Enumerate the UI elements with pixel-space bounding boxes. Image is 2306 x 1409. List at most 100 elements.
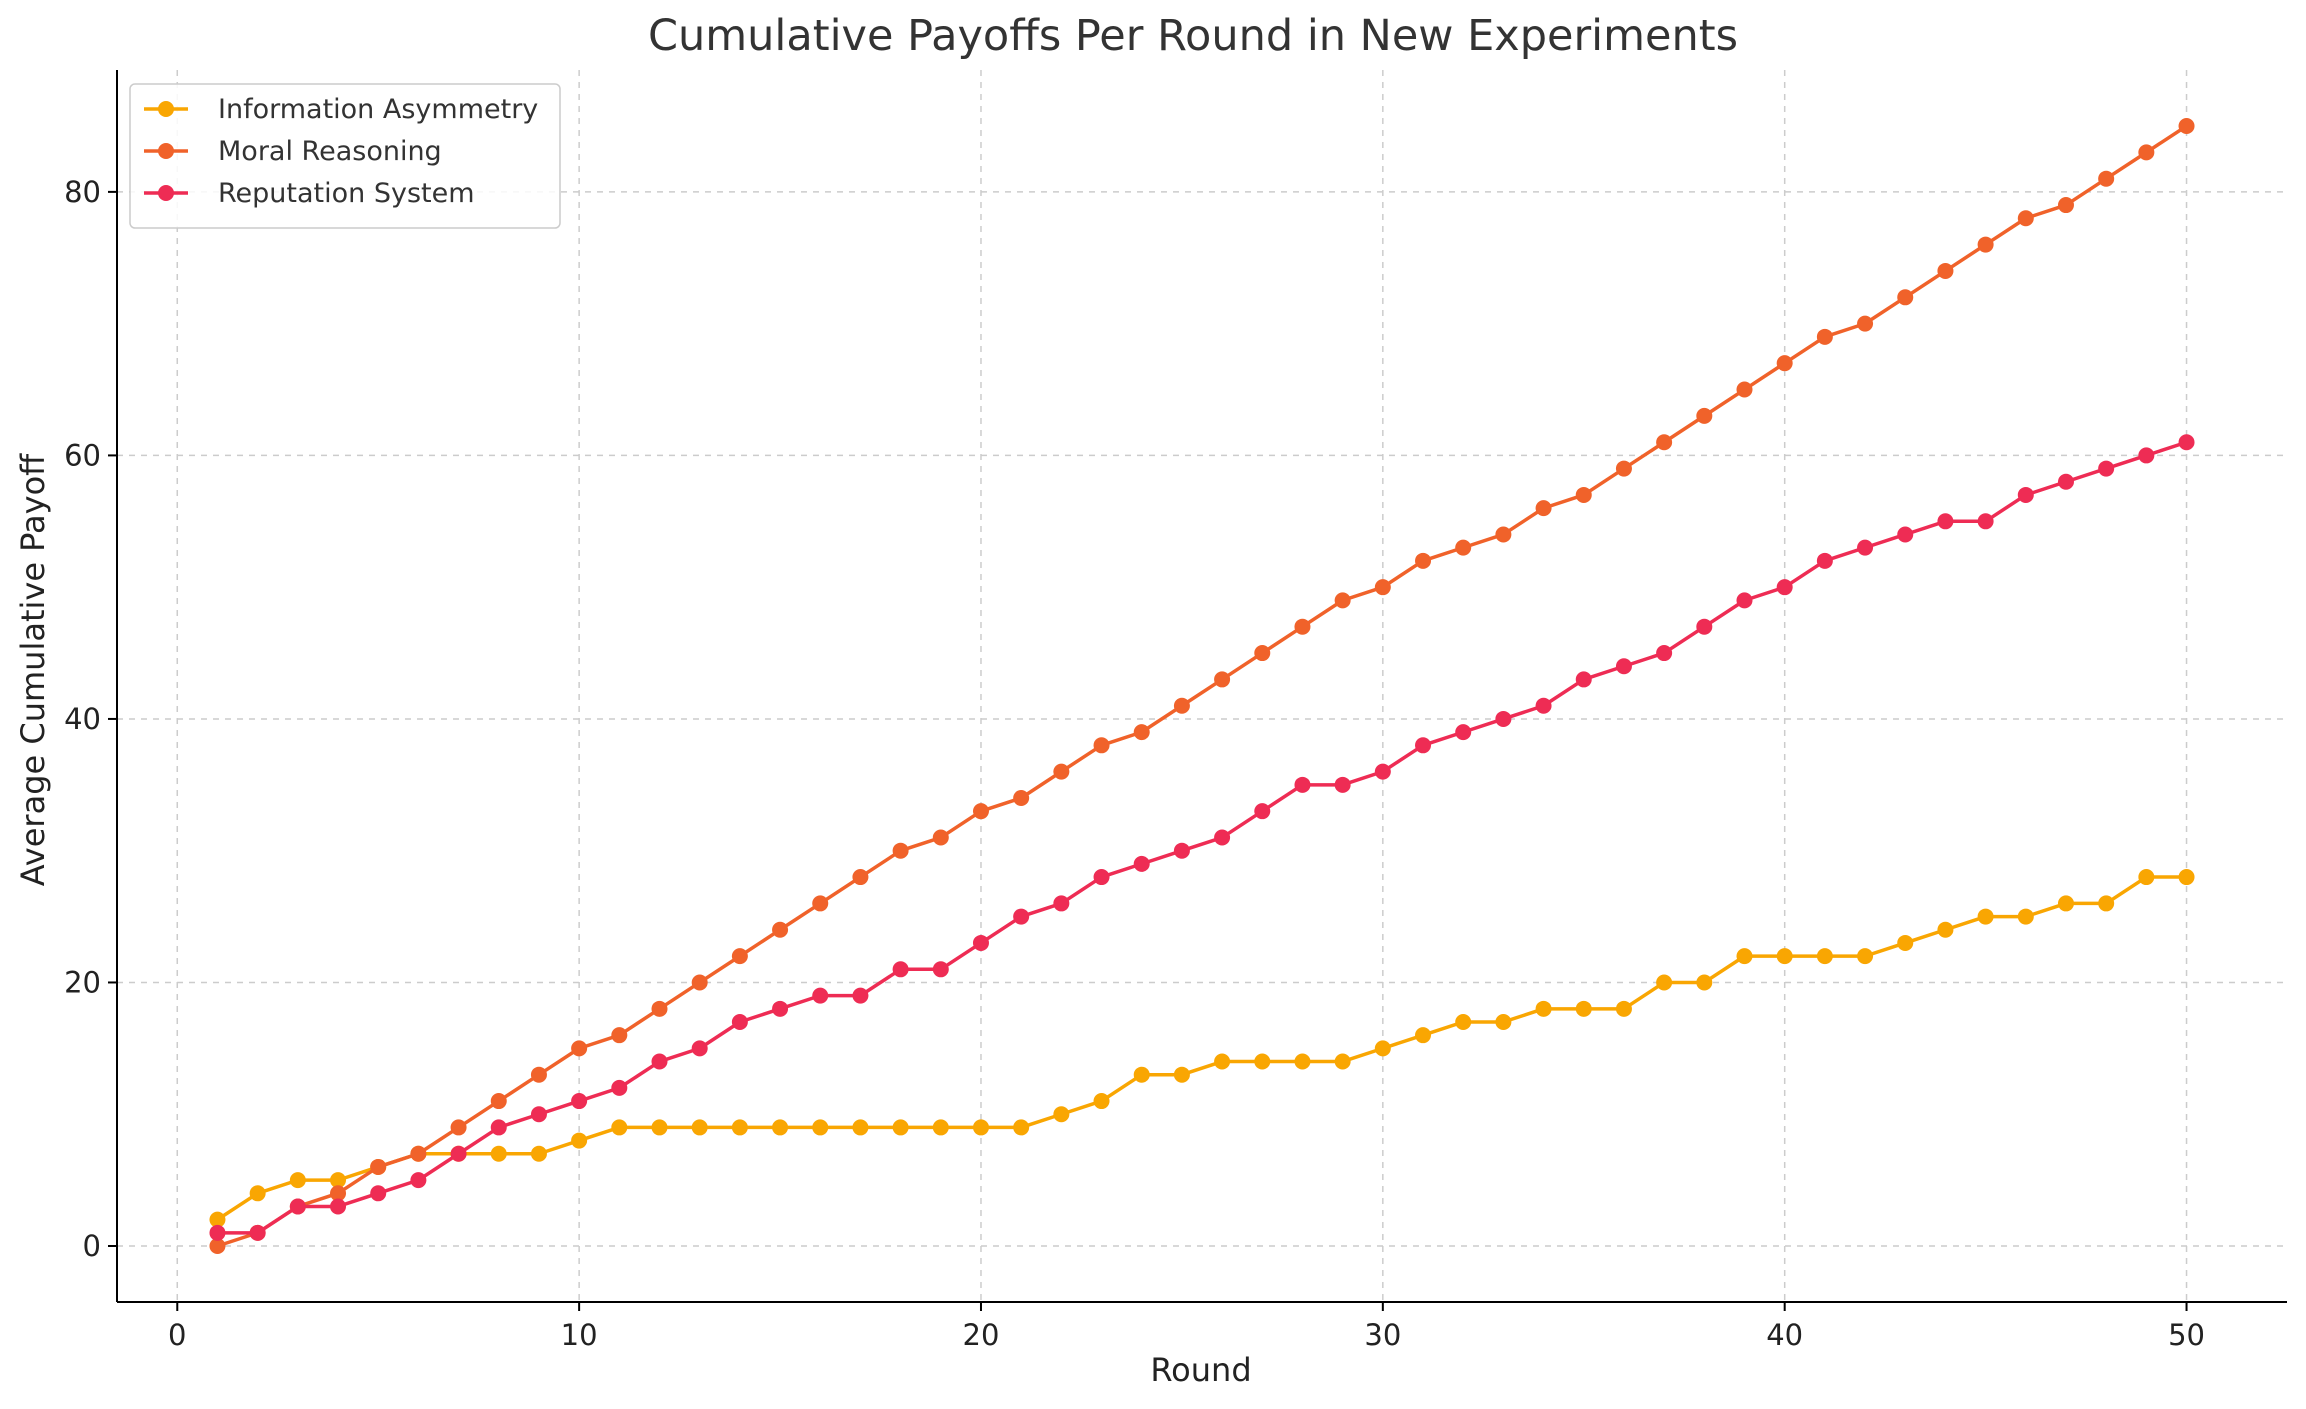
data-point: [932, 1119, 949, 1136]
x-tick-label: 0: [168, 1318, 186, 1352]
data-point: [1455, 724, 1472, 741]
data-point: [1816, 552, 1833, 569]
data-point: [1776, 355, 1793, 372]
data-point: [772, 921, 789, 938]
data-point: [731, 1014, 748, 1030]
data-point: [1415, 552, 1432, 569]
data-point: [1334, 592, 1351, 609]
data-point: [1937, 262, 1954, 279]
data-point: [1294, 618, 1311, 635]
axes-spines: [116, 70, 2287, 1303]
data-point: [2178, 434, 2195, 451]
data-point: [1736, 381, 1753, 398]
data-point: [1857, 948, 1874, 965]
data-point: [1173, 842, 1190, 859]
data-point: [2098, 170, 2115, 187]
data-point: [1013, 790, 1030, 806]
data-point: [410, 1145, 427, 1162]
data-point: [1254, 1053, 1271, 1070]
data-point: [1214, 829, 1231, 846]
data-point: [1897, 526, 1914, 543]
data-point: [2017, 908, 2034, 925]
data-point: [1776, 948, 1793, 965]
data-point: [1294, 776, 1311, 793]
data-point: [651, 1053, 668, 1070]
data-point: [691, 974, 708, 991]
legend-marker: [158, 101, 174, 117]
data-point: [892, 842, 909, 859]
data-point: [2138, 447, 2155, 464]
data-point: [1294, 1053, 1311, 1070]
data-series: [209, 118, 2195, 1254]
data-point: [611, 1027, 628, 1044]
data-point: [812, 1119, 829, 1136]
data-point: [1133, 1066, 1150, 1083]
data-point: [731, 1119, 748, 1136]
legend-marker: [158, 185, 174, 201]
legend-label: Information Asymmetry: [218, 94, 538, 125]
data-point: [1093, 869, 1110, 886]
data-point: [530, 1106, 547, 1123]
data-point: [1656, 645, 1673, 662]
x-tick-label: 40: [1766, 1318, 1803, 1352]
series-group: [209, 869, 2195, 1228]
data-point: [370, 1185, 387, 1202]
data-point: [370, 1158, 387, 1175]
data-point: [571, 1040, 588, 1057]
data-point: [490, 1119, 507, 1136]
data-point: [330, 1172, 347, 1189]
data-point: [1897, 934, 1914, 951]
data-point: [892, 961, 909, 978]
data-point: [611, 1079, 628, 1096]
data-point: [972, 1119, 989, 1136]
data-point: [1535, 697, 1552, 714]
data-point: [249, 1224, 266, 1241]
data-point: [1415, 737, 1432, 754]
data-point: [1334, 776, 1351, 793]
data-point: [1816, 948, 1833, 965]
data-point: [1656, 974, 1673, 991]
data-point: [651, 1119, 668, 1136]
y-tick-label: 80: [64, 175, 101, 209]
data-point: [1093, 737, 1110, 754]
data-point: [972, 803, 989, 820]
data-point: [1415, 1027, 1432, 1044]
data-point: [249, 1185, 266, 1202]
data-point: [1816, 328, 1833, 345]
data-point: [1535, 500, 1552, 517]
data-point: [651, 1000, 668, 1017]
x-tick-label: 10: [561, 1318, 598, 1352]
data-point: [2098, 460, 2115, 477]
data-point: [892, 1119, 909, 1136]
y-axis-ticks: 0 20 40 60 80: [64, 175, 117, 1263]
data-point: [1535, 1000, 1552, 1017]
data-point: [2138, 869, 2155, 886]
data-point: [1214, 1053, 1231, 1070]
legend-marker: [158, 143, 174, 159]
data-point: [1455, 1014, 1472, 1030]
legend-label: Reputation System: [218, 178, 475, 209]
data-point: [1173, 697, 1190, 714]
data-point: [611, 1119, 628, 1136]
data-point: [209, 1238, 226, 1254]
data-point: [209, 1211, 226, 1228]
data-point: [852, 987, 869, 1004]
data-point: [1615, 1000, 1632, 1017]
data-point: [490, 1145, 507, 1162]
data-point: [772, 1119, 789, 1136]
data-point: [1053, 1106, 1070, 1123]
data-point: [1455, 539, 1472, 556]
data-point: [1857, 539, 1874, 556]
data-point: [2138, 144, 2155, 161]
data-point: [812, 895, 829, 912]
data-point: [1093, 1093, 1110, 1110]
data-point: [571, 1132, 588, 1149]
data-point: [1736, 592, 1753, 609]
data-point: [1857, 315, 1874, 332]
data-point: [772, 1000, 789, 1017]
data-point: [972, 934, 989, 951]
data-point: [1053, 895, 1070, 912]
data-point: [1173, 1066, 1190, 1083]
